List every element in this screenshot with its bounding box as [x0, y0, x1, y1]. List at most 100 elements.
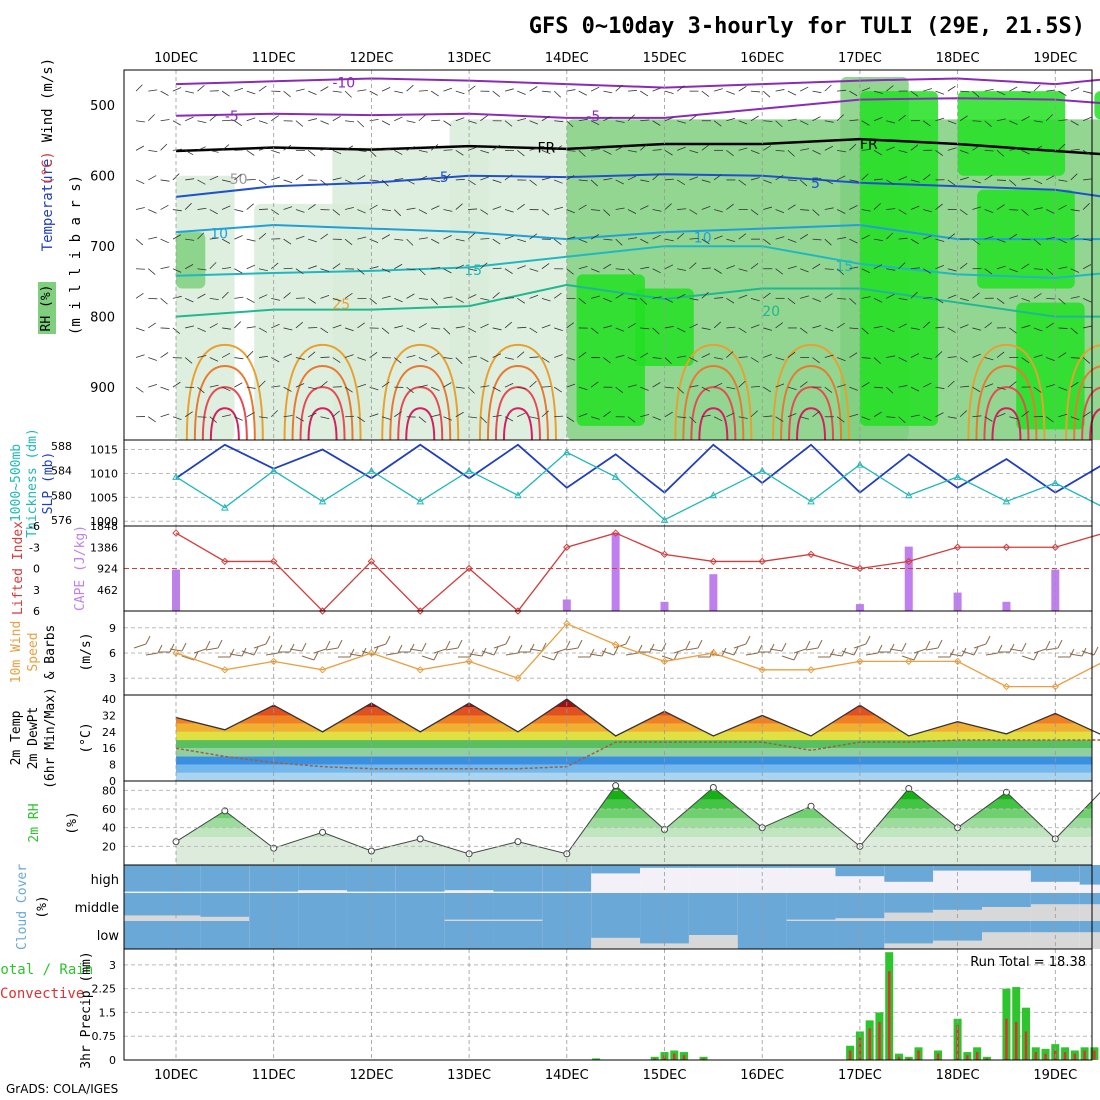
wind-barb	[221, 291, 229, 299]
wind-barb	[824, 179, 834, 185]
wind-barb	[738, 268, 748, 272]
contour-label: 10	[210, 227, 228, 243]
wind-barb-feather	[1033, 651, 1039, 661]
wind-barb	[418, 237, 428, 240]
wind-barb	[184, 357, 193, 364]
wind-barb	[320, 268, 330, 272]
wind-barb	[357, 322, 366, 329]
wind-barb	[148, 114, 155, 122]
x-tick-label-bottom: 12DEC	[349, 1068, 393, 1083]
wind-barb	[1009, 179, 1017, 187]
wind-barb	[492, 238, 501, 245]
wind-barb	[394, 116, 403, 122]
wind-barb	[308, 118, 318, 122]
wind-barb	[443, 209, 453, 212]
wind-barb	[910, 205, 920, 210]
wind-barb	[529, 356, 539, 358]
lifted-index-marker	[807, 550, 815, 559]
wind-barb	[443, 382, 452, 388]
wind-barb	[135, 354, 145, 358]
wind-barb	[910, 386, 920, 392]
wind-barb	[529, 648, 543, 652]
thickness-marker	[1002, 497, 1011, 505]
wind-barb	[455, 90, 465, 95]
wind-barb	[726, 298, 735, 304]
precip-convective-bar	[1005, 1018, 1008, 1060]
wind-barb	[1058, 238, 1067, 244]
wind-barb	[406, 354, 416, 358]
wind-barb	[664, 357, 672, 364]
wind-barb	[836, 175, 846, 181]
wind-barb	[357, 268, 365, 275]
wind-barb	[664, 90, 674, 95]
wind-barb	[837, 149, 847, 153]
wind-barb	[541, 115, 550, 122]
wind-barb	[504, 88, 514, 92]
wind-barb	[615, 354, 625, 358]
wind-barb	[603, 238, 613, 241]
wind-barb	[1009, 416, 1019, 420]
wind-barb	[308, 386, 318, 390]
wind-barb	[1070, 209, 1080, 212]
y-tick-lifted-index: 6	[33, 605, 40, 618]
wind-barb	[197, 327, 206, 332]
wind-barb	[468, 416, 478, 419]
wind-barb	[1009, 148, 1019, 151]
wind-barb	[504, 120, 513, 127]
wind-barb	[849, 90, 858, 97]
wind-barb	[517, 386, 527, 390]
cloud-row-label: low	[97, 929, 120, 944]
wind-barb	[787, 413, 797, 418]
wind-barb	[849, 205, 858, 210]
wind-barb	[677, 355, 687, 358]
wind-barb	[984, 236, 994, 240]
wind-barb	[541, 297, 551, 302]
wind-barb	[381, 295, 391, 299]
rh-shading	[957, 91, 1066, 176]
wind-barb	[824, 327, 834, 332]
cloud-cell	[982, 921, 1031, 933]
wind-barb	[873, 178, 883, 181]
cloud-cell-bg	[688, 865, 738, 893]
wind-barb	[590, 120, 600, 126]
thickness-marker	[416, 497, 425, 505]
wind-barb	[664, 325, 674, 329]
wind10m-axis-label: 10m Wind	[9, 621, 24, 684]
wind-barb-feather	[529, 643, 535, 653]
wind-barb	[959, 209, 968, 216]
wind-barb	[271, 323, 280, 329]
wind-barb	[148, 236, 158, 240]
cloud-cell	[298, 865, 347, 891]
wind-barb	[505, 652, 519, 656]
wind-barb	[504, 268, 513, 274]
wind-barb	[861, 296, 871, 299]
wind-barb	[701, 267, 711, 270]
wind-barb	[529, 294, 539, 299]
wind-barb	[481, 650, 495, 656]
y-tick-wind: 9	[109, 622, 116, 635]
wind-barb	[565, 647, 579, 651]
wind-barb	[873, 264, 883, 270]
rh-shading	[859, 91, 939, 426]
wind-barb	[160, 298, 168, 305]
wind-barb	[381, 86, 391, 92]
wind-barb	[591, 209, 601, 211]
wind-barb	[898, 176, 908, 181]
contour-label: 15	[464, 263, 482, 279]
y-tick-lifted-index: -6	[29, 520, 40, 533]
wind-barb	[283, 238, 292, 245]
wind-barb	[615, 146, 624, 151]
wind-barb-feather	[145, 635, 151, 645]
temperature-contour-5	[175, 173, 1100, 198]
wind-barb	[713, 209, 723, 213]
wind-barb	[307, 150, 316, 157]
wind-barb-feather	[745, 635, 751, 645]
temp-band	[176, 715, 1092, 724]
wind-barb	[554, 179, 563, 184]
wind-barb	[603, 325, 613, 329]
wind-barb	[726, 117, 736, 122]
wind-barb	[1021, 297, 1031, 302]
wind-barb	[861, 120, 870, 126]
wind-barb	[750, 149, 760, 154]
wind-barb	[960, 90, 970, 93]
